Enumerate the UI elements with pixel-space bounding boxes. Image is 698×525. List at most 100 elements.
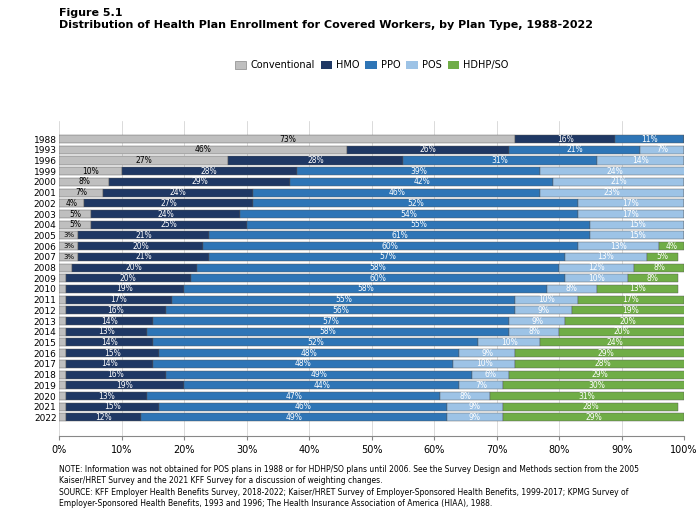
Bar: [140, 413, 447, 422]
Bar: [59, 349, 66, 357]
Bar: [634, 264, 684, 271]
Bar: [565, 317, 690, 325]
Bar: [197, 264, 559, 271]
Bar: [59, 146, 347, 154]
Text: 7%: 7%: [656, 145, 668, 154]
Text: 13%: 13%: [629, 285, 646, 293]
Bar: [91, 210, 241, 218]
Bar: [472, 371, 509, 379]
Text: 14%: 14%: [101, 360, 118, 369]
Bar: [616, 135, 684, 143]
Text: 8%: 8%: [528, 327, 540, 337]
Text: 6%: 6%: [484, 370, 496, 379]
Bar: [247, 220, 591, 229]
Text: 28%: 28%: [595, 360, 611, 369]
Bar: [628, 274, 678, 282]
Bar: [66, 381, 184, 390]
Bar: [297, 167, 540, 175]
Text: 46%: 46%: [195, 145, 211, 154]
Text: 52%: 52%: [307, 338, 324, 347]
Bar: [209, 253, 565, 261]
Text: 21%: 21%: [135, 231, 152, 240]
Bar: [59, 371, 66, 379]
Text: 17%: 17%: [623, 295, 639, 304]
Text: 17%: 17%: [623, 199, 639, 208]
Text: 28%: 28%: [582, 402, 599, 411]
Bar: [66, 360, 153, 368]
Text: 58%: 58%: [369, 263, 386, 272]
Text: 9%: 9%: [481, 349, 493, 358]
Bar: [59, 360, 66, 368]
Text: 55%: 55%: [410, 220, 427, 229]
Bar: [59, 403, 66, 411]
Text: 15%: 15%: [629, 231, 646, 240]
Bar: [66, 403, 159, 411]
Text: 56%: 56%: [332, 306, 349, 315]
Text: 27%: 27%: [161, 199, 177, 208]
Text: 47%: 47%: [285, 392, 302, 401]
Bar: [559, 264, 634, 271]
Text: NOTE: Information was not obtained for POS plans in 1988 or for HDHP/SO plans un: NOTE: Information was not obtained for P…: [59, 465, 639, 474]
Text: 14%: 14%: [101, 338, 118, 347]
Bar: [478, 339, 540, 346]
Bar: [59, 242, 78, 250]
Bar: [591, 220, 684, 229]
Bar: [84, 200, 253, 207]
Bar: [447, 403, 503, 411]
Bar: [165, 371, 472, 379]
Bar: [59, 274, 66, 282]
Text: 24%: 24%: [607, 167, 624, 176]
Text: 42%: 42%: [413, 177, 430, 186]
Bar: [91, 220, 247, 229]
Bar: [59, 413, 66, 422]
Bar: [640, 146, 684, 154]
Bar: [66, 392, 147, 400]
Text: 29%: 29%: [591, 370, 608, 379]
Text: 46%: 46%: [388, 188, 405, 197]
Text: 28%: 28%: [201, 167, 218, 176]
Text: 60%: 60%: [382, 242, 399, 250]
Bar: [66, 413, 140, 422]
Text: 19%: 19%: [117, 381, 133, 390]
Bar: [290, 178, 553, 186]
Bar: [228, 156, 403, 164]
Bar: [191, 274, 565, 282]
Text: 54%: 54%: [401, 209, 417, 218]
Bar: [59, 232, 78, 239]
Bar: [515, 349, 697, 357]
Text: Figure 5.1: Figure 5.1: [59, 8, 123, 18]
Text: 13%: 13%: [98, 392, 114, 401]
Text: 8%: 8%: [459, 392, 471, 401]
Bar: [578, 200, 684, 207]
Bar: [59, 220, 91, 229]
Text: 16%: 16%: [107, 306, 124, 315]
Text: 8%: 8%: [78, 177, 90, 186]
Bar: [59, 339, 66, 346]
Bar: [578, 242, 659, 250]
Text: 5%: 5%: [69, 209, 81, 218]
Text: 19%: 19%: [623, 306, 639, 315]
Bar: [503, 381, 690, 390]
Text: 11%: 11%: [641, 134, 658, 143]
Text: 15%: 15%: [629, 220, 646, 229]
Text: 10%: 10%: [476, 360, 493, 369]
Text: 25%: 25%: [161, 220, 177, 229]
Text: 3%: 3%: [63, 254, 74, 260]
Bar: [59, 178, 110, 186]
Text: 58%: 58%: [357, 285, 374, 293]
Bar: [59, 381, 66, 390]
Bar: [591, 232, 684, 239]
Bar: [59, 156, 228, 164]
Text: 17%: 17%: [110, 295, 127, 304]
Text: Distribution of Health Plan Enrollment for Covered Workers, by Plan Type, 1988-2: Distribution of Health Plan Enrollment f…: [59, 20, 593, 30]
Text: 46%: 46%: [295, 402, 311, 411]
Bar: [121, 167, 297, 175]
Bar: [597, 156, 684, 164]
Text: 55%: 55%: [335, 295, 352, 304]
Text: 10%: 10%: [500, 338, 517, 347]
Bar: [659, 242, 684, 250]
Bar: [440, 392, 491, 400]
Bar: [597, 285, 678, 293]
Text: 31%: 31%: [491, 156, 508, 165]
Text: 8%: 8%: [565, 285, 577, 293]
